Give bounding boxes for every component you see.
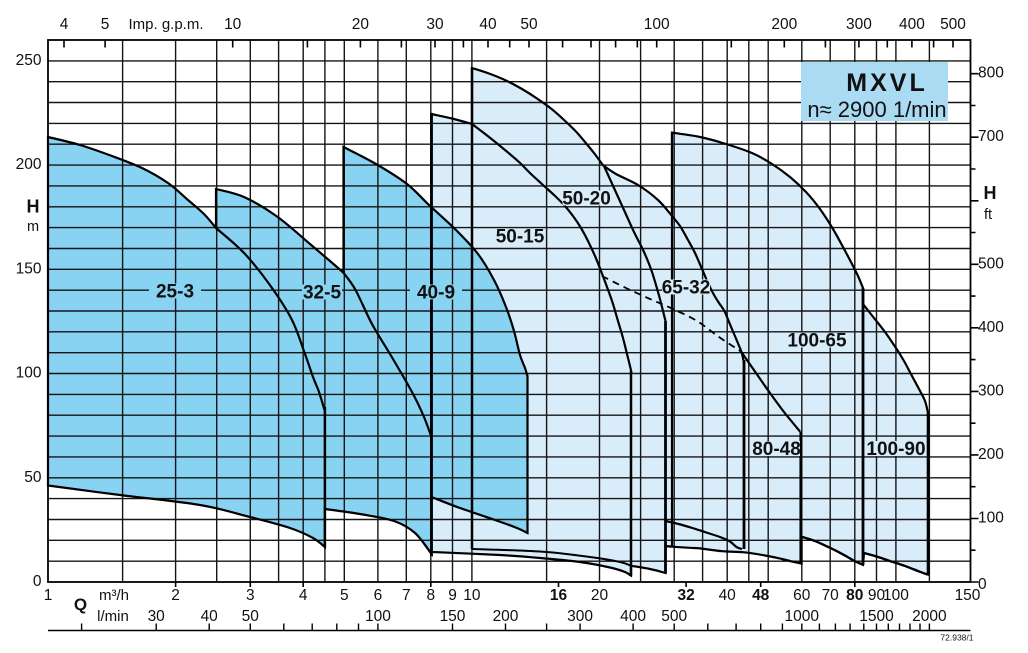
svg-text:20: 20 <box>591 587 609 604</box>
svg-text:100-65: 100-65 <box>787 331 847 352</box>
svg-text:1000: 1000 <box>785 608 820 625</box>
svg-text:200: 200 <box>493 608 519 625</box>
svg-text:20: 20 <box>352 16 370 33</box>
svg-text:10: 10 <box>463 587 481 604</box>
svg-text:200: 200 <box>771 16 797 33</box>
svg-text:40: 40 <box>719 587 737 604</box>
svg-text:65-32: 65-32 <box>662 278 711 299</box>
svg-text:9: 9 <box>448 587 457 604</box>
svg-text:25-3: 25-3 <box>156 282 194 303</box>
svg-text:50: 50 <box>24 469 42 486</box>
svg-text:90: 90 <box>868 587 886 604</box>
svg-text:100-90: 100-90 <box>866 439 925 460</box>
svg-text:50-20: 50-20 <box>562 189 611 210</box>
svg-text:8: 8 <box>426 587 435 604</box>
svg-text:m: m <box>27 219 39 235</box>
svg-text:400: 400 <box>899 16 925 33</box>
svg-text:50-15: 50-15 <box>496 227 545 248</box>
svg-text:2: 2 <box>171 587 180 604</box>
svg-text:500: 500 <box>940 16 966 33</box>
svg-text:60: 60 <box>793 587 811 604</box>
svg-text:300: 300 <box>567 608 593 625</box>
svg-text:70: 70 <box>822 587 840 604</box>
svg-text:80: 80 <box>846 587 863 604</box>
svg-text:200: 200 <box>16 156 42 173</box>
svg-text:100: 100 <box>644 16 670 33</box>
svg-text:4: 4 <box>60 16 69 33</box>
svg-text:5: 5 <box>340 587 349 604</box>
svg-text:0: 0 <box>33 573 42 590</box>
svg-text:4: 4 <box>299 587 308 604</box>
svg-text:40: 40 <box>479 16 497 33</box>
svg-text:n≈ 2900 1/min: n≈ 2900 1/min <box>807 97 946 122</box>
svg-text:40-9: 40-9 <box>417 283 455 304</box>
svg-text:l/min: l/min <box>97 608 129 625</box>
svg-text:100: 100 <box>16 365 42 382</box>
svg-text:32: 32 <box>677 587 694 604</box>
svg-text:1: 1 <box>44 587 53 604</box>
svg-text:3: 3 <box>246 587 255 604</box>
svg-text:6: 6 <box>374 587 383 604</box>
svg-text:Q: Q <box>74 595 87 614</box>
svg-text:300: 300 <box>846 16 872 33</box>
svg-text:7: 7 <box>402 587 411 604</box>
svg-text:30: 30 <box>148 608 166 625</box>
svg-text:40: 40 <box>201 608 219 625</box>
svg-text:100: 100 <box>883 587 909 604</box>
svg-text:H: H <box>984 183 997 203</box>
svg-text:50: 50 <box>520 16 538 33</box>
svg-text:5: 5 <box>101 16 110 33</box>
svg-text:2000: 2000 <box>912 608 947 625</box>
svg-text:250: 250 <box>16 52 42 69</box>
svg-text:150: 150 <box>440 608 466 625</box>
svg-text:80-48: 80-48 <box>752 439 801 460</box>
svg-text:150: 150 <box>955 587 981 604</box>
svg-text:50: 50 <box>242 608 260 625</box>
svg-text:10: 10 <box>224 16 242 33</box>
svg-text:400: 400 <box>978 319 1004 336</box>
svg-text:300: 300 <box>978 382 1004 399</box>
svg-text:30: 30 <box>426 16 444 33</box>
svg-text:800: 800 <box>978 65 1004 82</box>
svg-text:ft: ft <box>984 207 992 223</box>
svg-text:48: 48 <box>752 587 770 604</box>
svg-text:H: H <box>27 197 40 217</box>
svg-text:700: 700 <box>978 128 1004 145</box>
svg-text:16: 16 <box>550 587 568 604</box>
svg-text:400: 400 <box>620 608 646 625</box>
svg-text:200: 200 <box>978 446 1004 463</box>
svg-text:500: 500 <box>661 608 687 625</box>
svg-text:150: 150 <box>16 260 42 277</box>
svg-text:0: 0 <box>978 576 987 593</box>
svg-text:32-5: 32-5 <box>303 283 341 304</box>
svg-text:Imp. g.p.m.: Imp. g.p.m. <box>128 16 203 33</box>
svg-text:500: 500 <box>978 255 1004 272</box>
svg-text:m³/h: m³/h <box>99 587 129 604</box>
svg-text:MXVL: MXVL <box>846 69 927 97</box>
svg-text:1500: 1500 <box>859 608 894 625</box>
svg-text:72.938/1: 72.938/1 <box>940 633 973 643</box>
svg-text:100: 100 <box>978 510 1004 527</box>
svg-text:100: 100 <box>365 608 391 625</box>
